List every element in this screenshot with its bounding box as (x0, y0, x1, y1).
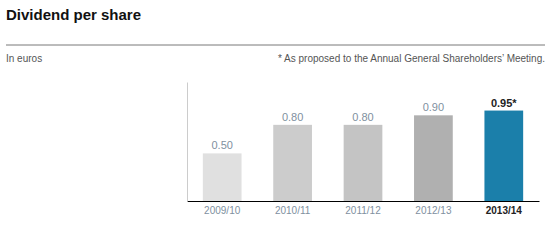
x-tick-label: 2010/11 (275, 205, 311, 216)
y-axis-line (187, 83, 188, 202)
x-axis-line (188, 201, 540, 202)
data-label: 0.90 (423, 101, 444, 113)
bar (273, 125, 312, 201)
data-label: 0.50 (211, 139, 232, 151)
annotation: * As proposed to the Annual General Shar… (278, 53, 545, 64)
x-tick: 2009/10 (204, 201, 241, 216)
title-rule (6, 45, 545, 46)
data-label: 0.80 (352, 111, 373, 123)
data-label: 0.80 (282, 111, 303, 123)
x-tick: 2010/11 (275, 201, 311, 216)
bar (203, 153, 242, 201)
y-axis (187, 83, 188, 202)
plot: 0.50 0.80 0.80 0.90 0.95* 2009/10 2010/11 2011/… (188, 83, 540, 217)
x-tick-label: 2011/12 (345, 205, 381, 216)
data-label: 0.95* (491, 97, 517, 109)
data-labels: 0.50 0.80 0.80 0.90 0.95* (211, 97, 517, 152)
chart: Dividend per share In euros * As proposed … (0, 0, 551, 227)
x-tick: 2011/12 (345, 201, 381, 216)
bar (414, 115, 453, 201)
x-tick: 2012/13 (415, 201, 452, 216)
bar (344, 125, 383, 201)
bars (203, 111, 523, 201)
x-tick-label: 2012/13 (415, 205, 452, 216)
x-tick: 2013/14 (486, 201, 523, 216)
x-tick-label: 2009/10 (204, 205, 241, 216)
title: Dividend per share (6, 6, 141, 23)
subtitle: In euros (6, 53, 42, 64)
x-axis: 2009/10 2010/11 2011/12 2012/13 2013/14 (188, 201, 540, 216)
x-tick-label: 2013/14 (486, 205, 523, 216)
bar (484, 111, 523, 201)
